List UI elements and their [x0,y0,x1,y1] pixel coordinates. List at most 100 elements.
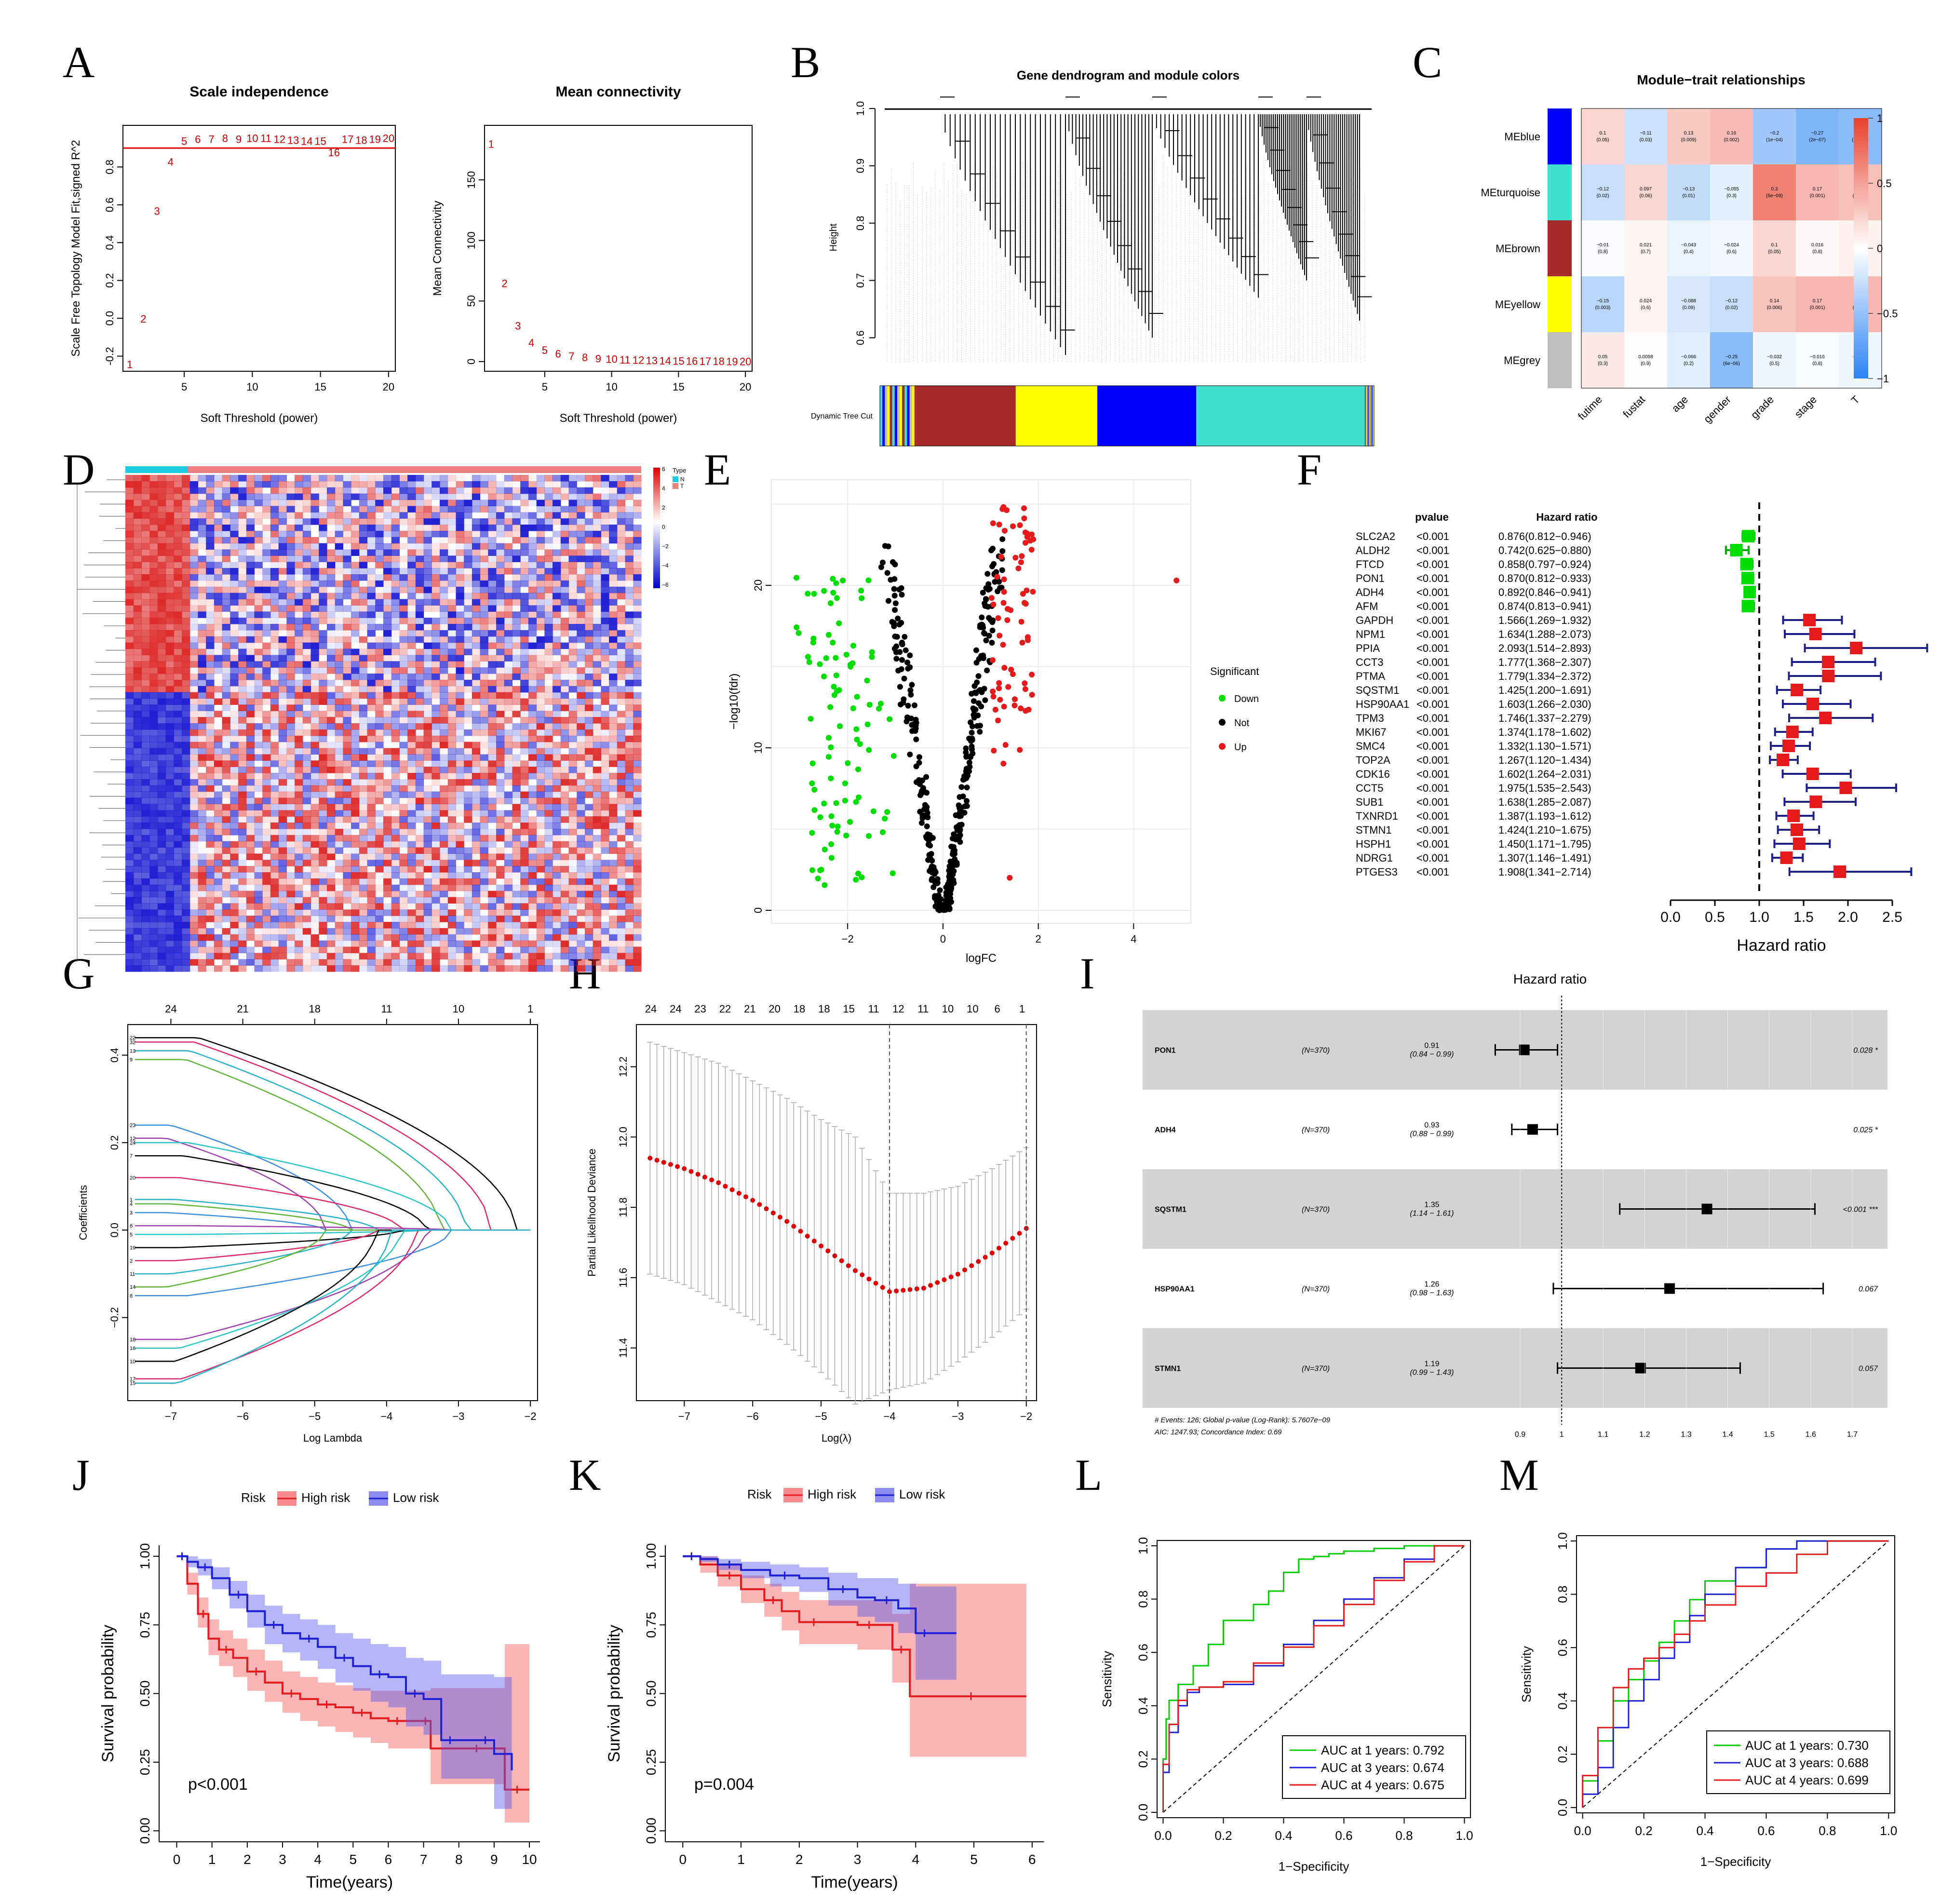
heatmap-cell [141,841,150,848]
heatmap-cell [125,648,134,655]
heatmap-cell [286,835,295,842]
heatmap-cell [593,729,601,736]
heatmap-cell [367,835,376,842]
heatmap-cell [182,586,190,594]
heatmap-cell [310,891,319,898]
heatmap-cell [568,779,577,786]
heatmap-cell [609,767,618,773]
heatmap-cell [431,568,440,575]
heatmap-cell [246,512,255,519]
type-bar-normal [125,466,188,473]
heatmap-cell [383,823,392,829]
heatmap-cell [496,810,505,817]
heatmap-cell [431,853,440,860]
row-label: MEyellow [1495,298,1540,311]
heatmap-cell [496,847,505,854]
heatmap-cell [399,866,408,873]
heatmap-cell [319,779,327,786]
heatmap-cell [198,884,206,891]
data-point-label: 7 [568,350,574,362]
heatmap-cell [464,679,472,687]
heatmap-cell [407,760,416,767]
heatmap-cell [472,810,481,817]
heatmap-cell [601,624,609,631]
heatmap-cell [601,891,609,898]
heatmap-cell [319,760,327,767]
heatmap-cell [302,487,311,494]
heatmap-cell [407,537,416,544]
heatmap-cell [423,816,432,823]
heatmap-cell [383,586,392,594]
heatmap-cell [238,518,247,525]
heatmap-cell [189,648,199,655]
heatmap-cell [553,828,561,836]
heatmap-cell [335,760,343,767]
heatmap-cell [262,791,271,798]
heatmap-cell [609,692,618,699]
heatmap-cell [456,512,464,519]
heatmap-cell [278,717,287,724]
heatmap-cell [536,506,545,513]
heatmap-cell [560,878,569,885]
heatmap-cell [222,624,230,631]
heatmap-cell [391,760,400,767]
heatmap-cell [383,698,392,705]
heatmap-cell [560,530,569,538]
heatmap-cell [141,586,150,594]
heatmap-cell [536,530,545,538]
heatmap-cell [577,537,585,544]
heatmap-cell [262,891,271,898]
heatmap-cell [335,493,343,500]
heatmap-cell [544,698,553,705]
heatmap-cell [407,618,416,624]
heatmap-cell [189,630,199,637]
heatmap-cell [496,729,505,736]
heatmap-cell [157,500,166,506]
heatmap-cell [536,679,545,687]
heatmap-cell [262,481,271,488]
heatmap-cell [440,785,448,792]
heatmap-cell [520,686,529,693]
heatmap-cell [415,518,424,525]
heatmap-cell [367,599,376,606]
heatmap-cell [189,729,199,736]
heatmap-cell [609,847,618,854]
heatmap-cell [335,500,343,506]
heatmap-cell [262,518,270,525]
heatmap-cell [343,872,351,879]
heatmap-cell [383,754,392,761]
heatmap-cell [415,500,424,506]
heatmap-cell [246,791,255,798]
heatmap-cell [383,760,392,767]
heatmap-cell [423,636,432,643]
heatmap-cell [125,580,134,587]
heatmap-cell [544,574,553,581]
heatmap-cell [472,797,481,804]
heatmap-cell [633,711,642,717]
heatmap-cell [1753,332,1796,388]
heatmap-cell [182,605,190,612]
heatmap-cell [238,711,247,717]
heatmap-cell [536,810,545,817]
heatmap-cell [496,835,505,842]
data-point-label: 20 [740,356,751,368]
heatmap-cell [189,574,199,581]
heatmap-cell [399,568,408,575]
heatmap-cell [601,605,609,612]
heatmap-cell [343,711,351,717]
heatmap-cell [319,835,327,842]
heatmap-cell [295,816,303,823]
heatmap-cell [286,735,295,743]
heatmap-cell [222,537,230,544]
heatmap-cell [625,512,634,519]
heatmap-cell [585,543,593,550]
heatmap-cell [399,674,408,680]
heatmap-cell [270,475,279,482]
heatmap-cell [568,580,577,587]
heatmap-cell [553,804,561,810]
heatmap-cell [593,791,601,798]
heatmap-cell [141,884,150,891]
module-color-swatch [1548,276,1572,332]
heatmap-cell [464,816,472,823]
heatmap-cell [577,679,585,687]
